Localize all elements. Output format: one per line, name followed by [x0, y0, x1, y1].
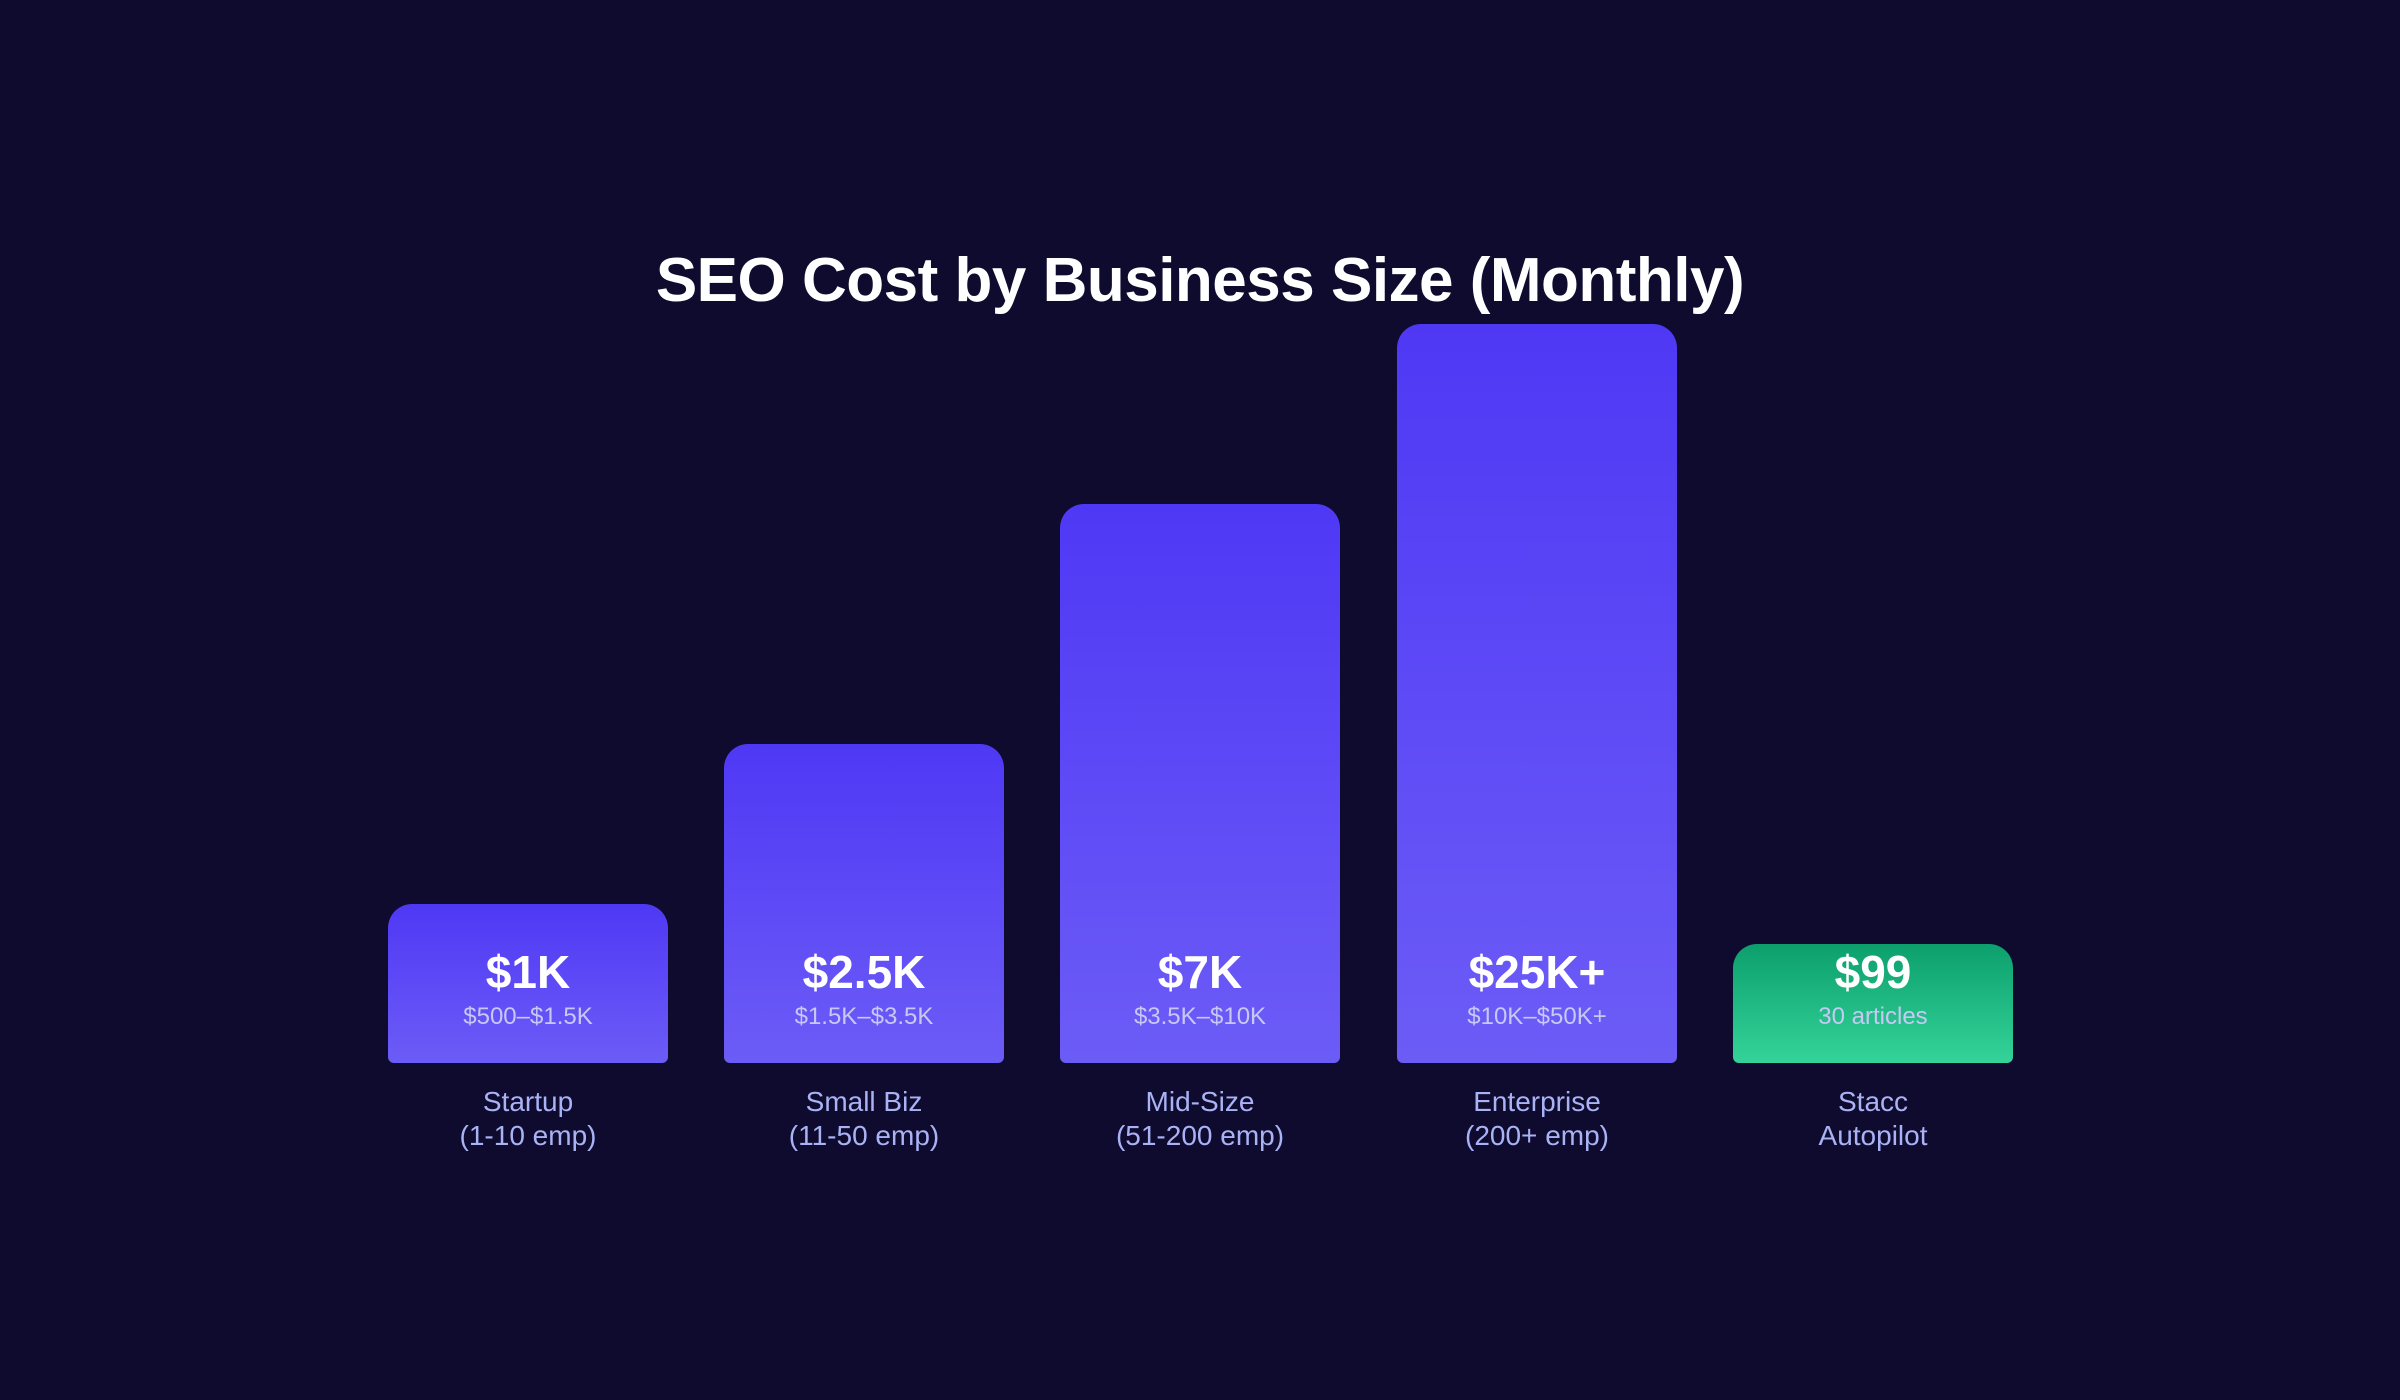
bar-enterprise: [1397, 324, 1677, 1063]
category-label: Small Biz (11-50 emp): [694, 1085, 1034, 1153]
range-label: 30 articles: [1818, 1003, 1928, 1030]
bar-mid-size: [1060, 504, 1340, 1063]
category-label: Startup (1-10 emp): [358, 1085, 698, 1153]
category-label: Enterprise (200+ emp): [1367, 1085, 1707, 1153]
chart-title: SEO Cost by Business Size (Monthly): [655, 246, 1745, 315]
category-line2: (51-200 emp): [1115, 1120, 1285, 1151]
range-label: $500–$1.5K: [463, 1003, 593, 1030]
category-line1: Mid-Size: [1145, 1086, 1255, 1117]
category-line2: (200+ emp): [1465, 1120, 1609, 1151]
range-label: $3.5K–$10K: [1133, 1003, 1267, 1030]
category-line1: Stacc: [1837, 1086, 1909, 1117]
bar-startup: [388, 904, 668, 1063]
category-label: Mid-Size (51-200 emp): [1030, 1085, 1370, 1153]
range-label: $1.5K–$3.5K: [794, 1003, 934, 1030]
value-label: $2.5K: [802, 946, 926, 998]
category-line1: Startup: [482, 1086, 574, 1117]
category-line1: Small Biz: [805, 1086, 923, 1117]
value-label: $25K+: [1468, 946, 1606, 998]
value-label: $99: [1834, 946, 1912, 998]
value-label: $1K: [485, 946, 571, 998]
category-line2: (11-50 emp): [788, 1120, 940, 1151]
range-label: $10K–$50K+: [1467, 1003, 1607, 1030]
category-line2: (1-10 emp): [459, 1120, 597, 1151]
value-label: $7K: [1157, 946, 1243, 998]
category-line1: Enterprise: [1473, 1086, 1601, 1117]
bar-stacc: [1733, 944, 2013, 1063]
category-label: Stacc Autopilot: [1703, 1085, 2043, 1153]
category-line2: Autopilot: [1818, 1120, 1928, 1151]
bar-small-biz: [724, 744, 1004, 1063]
